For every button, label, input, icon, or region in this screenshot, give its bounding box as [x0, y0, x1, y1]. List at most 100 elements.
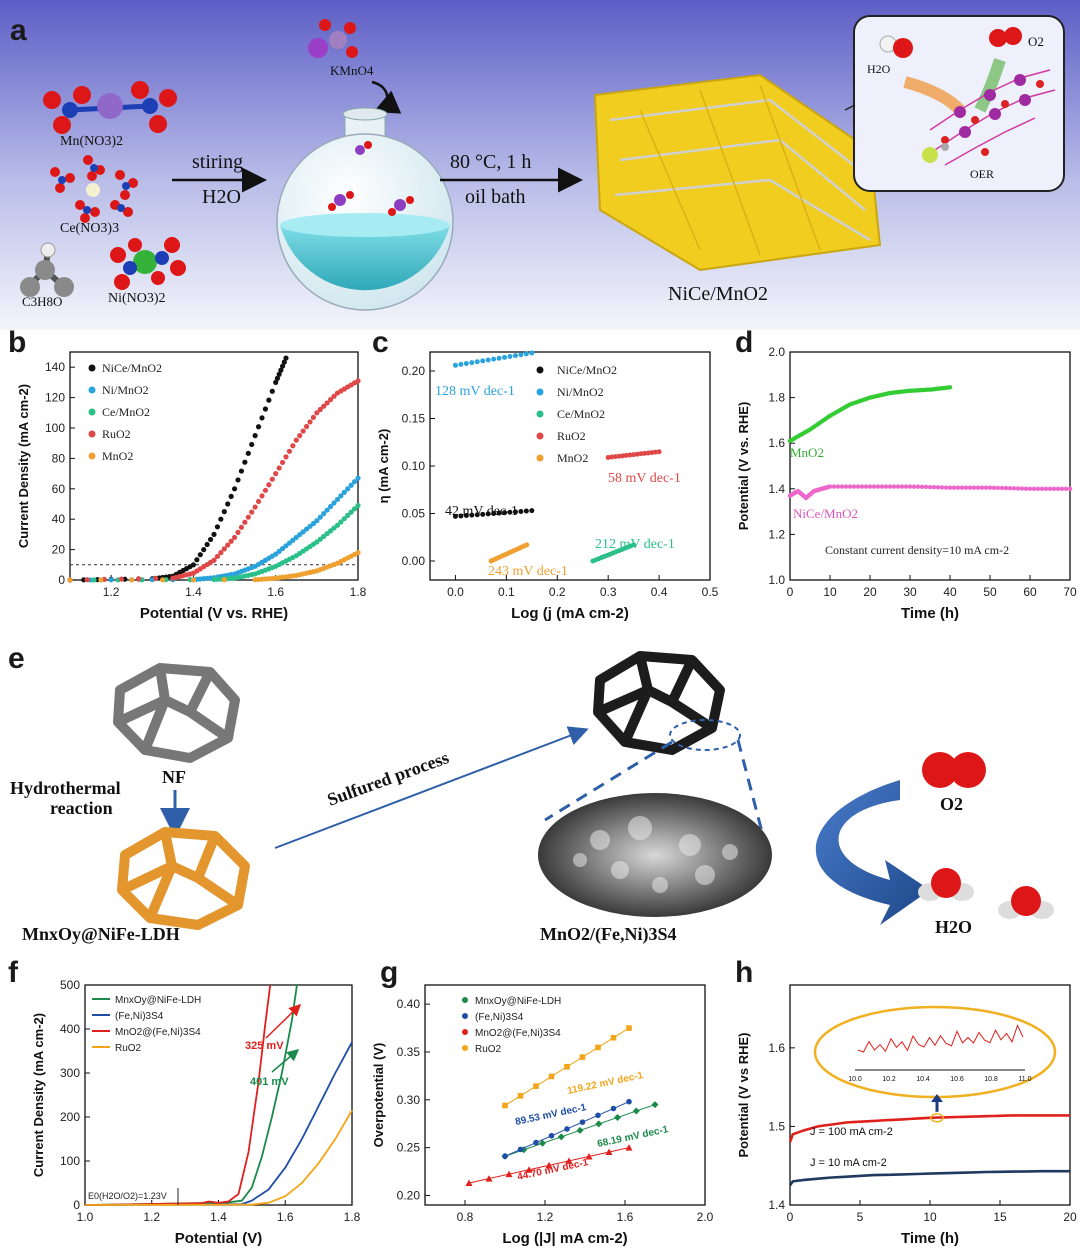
data-point [987, 485, 993, 490]
ce-nitrate-molecule-icon [50, 155, 138, 223]
data-point [645, 450, 651, 456]
data-point [463, 361, 469, 367]
y-tick-label: 40 [52, 512, 66, 526]
data-point [345, 512, 351, 519]
x-tick-label: 60 [1023, 585, 1037, 599]
x-tick-label: 0.8 [457, 1210, 474, 1224]
data-point [564, 1126, 570, 1132]
legend-entry: RuO2 [115, 1043, 142, 1054]
stability-inset: 10.0 10.2 10.4 10.6 10.8 11.0 [813, 1005, 1057, 1123]
data-point [891, 484, 897, 489]
zoom-marker [930, 1113, 944, 1123]
data-point [638, 451, 644, 457]
data-point [485, 357, 491, 363]
data-point [545, 1161, 553, 1169]
data-point [355, 550, 361, 556]
data-point [533, 1083, 539, 1089]
data-point [1023, 486, 1029, 491]
data-point [283, 355, 289, 361]
legend-entry: Ce/MnO2 [557, 407, 605, 421]
data-point [585, 1152, 593, 1160]
data-point [595, 1120, 603, 1128]
legend-marker [462, 1045, 468, 1051]
data-point [879, 484, 885, 489]
data-point [221, 577, 227, 583]
data-point [67, 577, 73, 583]
o2-label: O2 [940, 794, 963, 814]
data-point [943, 485, 949, 490]
data-point [98, 577, 104, 583]
data-point [1003, 485, 1009, 491]
x-axis-label: Potential (V vs. RHE) [140, 605, 288, 622]
y-tick-label: 2.0 [768, 345, 785, 359]
inset-tick-label: 10.8 [984, 1076, 998, 1083]
data-point [1047, 486, 1053, 491]
data-point [266, 482, 272, 488]
data-point [245, 514, 251, 520]
step1-stiring: stiring [192, 151, 243, 173]
data-point [321, 511, 327, 517]
constant-current-note: Constant current density=10 mA cm-2 [825, 543, 1009, 557]
annotation-arrow [271, 1049, 300, 1073]
data-point [221, 509, 227, 515]
chart-g: g 0.8 1.2 1.6 2.0 0.20 0.25 0.30 0.35 0.40 Log (|J… [371, 956, 714, 1247]
data-point [539, 1139, 546, 1147]
data-point [883, 484, 889, 489]
series-Ce/MnO2 [590, 542, 637, 564]
series-MnO2 [787, 385, 953, 444]
data-point [228, 493, 234, 499]
y-tick-label: 100 [45, 421, 65, 435]
tafel-label: 42 mV dec-1 [445, 504, 518, 519]
x-axis-label: Log (|J| mA cm-2) [502, 1230, 627, 1247]
h2o-label: H2O [935, 917, 972, 937]
isopropanol-molecule-icon [20, 242, 74, 297]
data-point [190, 577, 197, 583]
data-point [609, 454, 615, 460]
precursor-label: MnxOy@NiFe-LDH [22, 924, 180, 944]
x-tick-label: 20 [1063, 1210, 1077, 1224]
data-point [652, 449, 658, 455]
legend-entry: MnxOy@NiFe-LDH [475, 996, 561, 1007]
data-point [345, 486, 351, 492]
inset-tick-label: 10.4 [916, 1076, 930, 1083]
data-point [927, 484, 933, 490]
y-tick-label: 300 [60, 1066, 80, 1080]
data-point [281, 359, 287, 365]
data-point [623, 452, 629, 458]
data-point [518, 508, 524, 514]
panel-d-label: d [735, 326, 753, 359]
panel-h-label: h [735, 956, 753, 989]
tafel-label: 89.53 mV dec-1 [514, 1102, 587, 1128]
data-point [108, 577, 114, 583]
legend-entry: NiCe/MnO2 [102, 361, 162, 375]
series-line [84, 1109, 353, 1206]
data-point [474, 359, 480, 365]
data-point [452, 513, 458, 519]
legend-marker [462, 997, 468, 1003]
data-point [631, 542, 637, 548]
x-tick-label: 0 [787, 1210, 794, 1224]
data-point [863, 484, 869, 489]
data-point [276, 371, 282, 377]
data-point [286, 448, 293, 454]
data-point [565, 1157, 573, 1164]
data-point [297, 433, 303, 439]
panel-e-label: e [8, 642, 25, 675]
legend-entry: MnxOy@NiFe-LDH [115, 995, 201, 1006]
data-point [84, 577, 90, 583]
data-point [235, 477, 241, 483]
zoom-line-left [544, 740, 673, 822]
data-point [355, 502, 361, 509]
data-point [273, 379, 279, 385]
x-tick-label: 0.0 [447, 585, 464, 599]
data-point [480, 511, 486, 517]
legend-entry: RuO2 [557, 429, 586, 443]
data-point [612, 454, 618, 460]
y-axis-label: Current Density (mA cm-2) [16, 384, 31, 548]
data-point [548, 1073, 555, 1080]
y-tick-label: 60 [52, 482, 66, 496]
data-point [859, 484, 865, 489]
data-point [605, 454, 611, 460]
y-tick-label: 0 [58, 573, 65, 587]
